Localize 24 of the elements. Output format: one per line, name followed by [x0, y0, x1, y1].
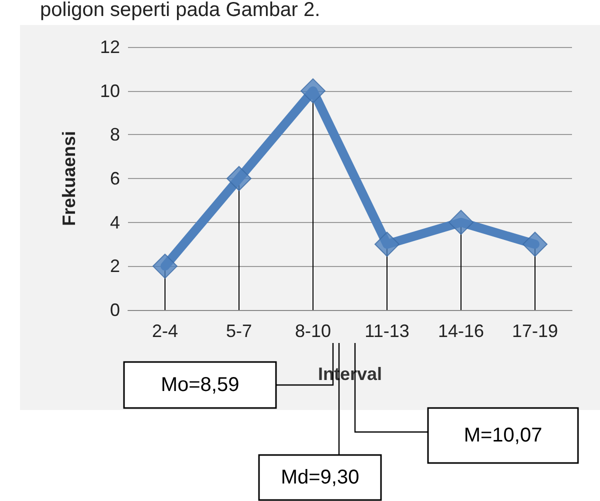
point — [448, 210, 474, 235]
text: M=10,07 — [464, 424, 542, 446]
point — [522, 232, 548, 257]
y-tick-label: 0 — [110, 300, 120, 320]
point — [300, 78, 326, 104]
point — [226, 166, 252, 191]
text: Md=9,30 — [280, 466, 360, 488]
x-tick-label: 5-7 — [226, 321, 252, 341]
y-tick-label: 12 — [100, 37, 120, 57]
x-tick-label: 2-4 — [152, 321, 178, 341]
x-tick-label: 11-13 — [364, 321, 410, 341]
y-axis-title: Frekuaensi — [59, 130, 79, 226]
point — [374, 232, 400, 257]
y-tick-label: 4 — [110, 212, 120, 232]
y-tick-label: 6 — [110, 168, 120, 188]
x-tick-label: 8-10 — [294, 321, 332, 341]
text: Mo=8,59 — [160, 374, 240, 396]
x-tick-label: 14-16 — [438, 321, 484, 341]
x-tick-label: 17-19 — [512, 321, 558, 341]
y-tick-label: 8 — [110, 124, 120, 145]
point — [152, 254, 178, 279]
y-tick-label: 2 — [110, 256, 120, 276]
y-tick-label: 10 — [100, 80, 120, 101]
text: poligon seperti pada Gambar 2. — [40, 0, 320, 21]
